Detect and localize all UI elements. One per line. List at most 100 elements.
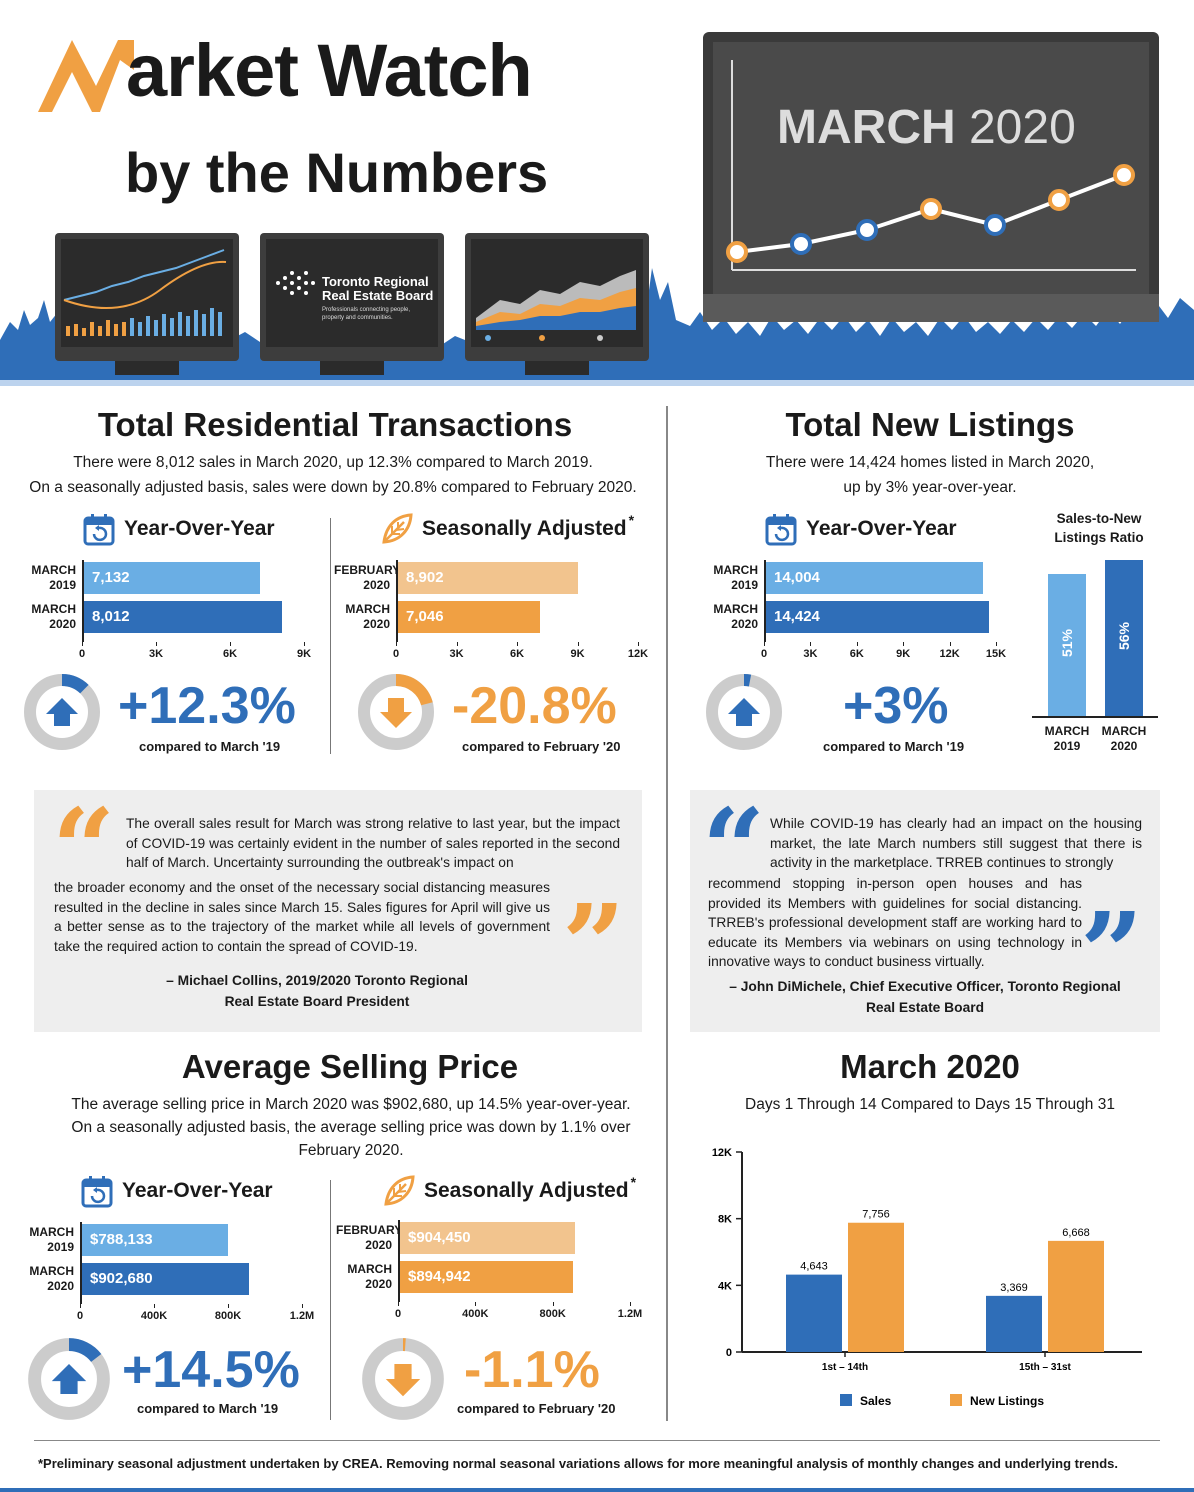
bar: 56% [1105, 560, 1143, 716]
bar: $894,942 [400, 1261, 574, 1293]
transactions-sa-label: Seasonally Adjusted [422, 517, 627, 540]
category-line: MARCH [713, 563, 758, 577]
listings-yoy-pct: +3% [843, 677, 949, 735]
bar-category-label: MARCH 2019 [18, 1225, 74, 1255]
footnote-marker: * [628, 512, 635, 528]
x-axis-tick-label: 1.2M [617, 1308, 643, 1320]
price-sa-pct: -1.1% [464, 1341, 600, 1399]
halves-chart-svg: 0 4K 8K 12K 4,643 7,756 1st – 14th 3,369 6,668 15… [712, 1147, 1142, 1408]
arrow-up-icon [51, 1363, 87, 1395]
bar-value-label: 6,668 [1062, 1227, 1090, 1239]
transactions-sa-chart: FEBRUARY 2020 8,902 MARCH 2020 7,046 0 3K 6K 9K 12… [334, 560, 654, 670]
ratio-chart: 51% MARCH 2019 56% MARCH 2020 [1032, 556, 1162, 756]
price-yoy-pct: +14.5% [122, 1341, 300, 1399]
x-axis-tick-mark [80, 1304, 81, 1308]
listings-yoy-label: Year-Over-Year [806, 517, 957, 540]
transactions-yoy-pct: +12.3% [118, 677, 296, 735]
quote-box-dimichele: “ ” While COVID-19 has clearly had an im… [690, 790, 1160, 1032]
x-axis-category-label: 15th – 31st [1019, 1362, 1071, 1373]
x-axis-tick-label: 9K [570, 648, 585, 660]
bar [986, 1295, 1042, 1352]
category-line: 2020 [47, 1279, 74, 1293]
x-axis-tick-mark [396, 642, 397, 646]
price-yoy-chart: MARCH 2019 $788,133 MARCH 2020 $902,680 0 400K 8… [18, 1222, 318, 1332]
transactions-desc-1: There were 8,012 sales in March 2020, up… [73, 454, 593, 471]
price-yoy-label: Year-Over-Year [122, 1179, 273, 1202]
x-axis-tick-label: 12K [939, 648, 960, 660]
category-line: MARCH [345, 602, 390, 616]
arrow-up-icon [728, 698, 760, 726]
price-sa-donut [362, 1338, 444, 1420]
bar-category-label: FEBRUARY 2020 [334, 563, 400, 593]
legend-label: New Listings [970, 1394, 1044, 1408]
bar [848, 1222, 904, 1352]
leaf-icon [382, 513, 413, 544]
board-name-line2: Real Estate Board [322, 288, 434, 303]
donut-fill-arc [358, 674, 434, 750]
x-axis-tick-mark [475, 1302, 477, 1306]
category-line: MARCH [29, 1264, 74, 1278]
x-axis-tick-mark [630, 1302, 631, 1306]
bar-category-label: MARCH 2019 [20, 563, 76, 593]
bar-category-label: MARCH 2020 [334, 602, 390, 632]
x-axis-tick-mark [156, 642, 157, 646]
bar: 7,132 [84, 562, 260, 594]
quote-dimichele-text-b: recommend stopping in-person open houses… [708, 876, 1082, 970]
arrow-down-icon [380, 698, 412, 728]
y-axis-line [80, 1222, 82, 1304]
price-sa-label: Seasonally Adjusted [424, 1179, 629, 1202]
listings-desc-2: up by 3% year-over-year. [843, 479, 1017, 496]
category-line: 2020 [731, 617, 758, 631]
x-axis-tick-mark [228, 1304, 229, 1308]
bar-category-label: MARCH 2020 [18, 1264, 74, 1294]
price-sa-chart: FEBRUARY 2020 $904,450 MARCH 2020 $894,942 0 40… [336, 1220, 646, 1330]
bar-category-label: FEBRUARY 2020 [336, 1223, 403, 1253]
quote-dimichele-text-a: While COVID-19 has clearly had an impact… [770, 816, 1142, 871]
bar: 8,902 [398, 562, 578, 594]
x-axis-line [1032, 716, 1158, 718]
category-line: 2019 [731, 578, 758, 592]
bar-category-label: 2020 [1110, 739, 1138, 753]
bar [786, 1274, 842, 1352]
x-axis-tick-label: 400K [462, 1308, 489, 1320]
x-axis-tick-label: 400K [140, 1310, 168, 1322]
page-title: arket Watch [126, 28, 533, 113]
category-line: MARCH [29, 1225, 74, 1239]
title-initial: M [40, 26, 41, 27]
x-axis-tick-label: 800K [214, 1310, 242, 1322]
footer-rule [34, 1440, 1160, 1441]
x-axis-tick-mark [304, 642, 305, 646]
halves-desc: Days 1 Through 14 Compared to Days 15 Th… [745, 1096, 1115, 1113]
x-axis-tick-mark [856, 642, 858, 646]
close-quote-icon: ” [562, 880, 626, 1009]
open-quote-icon: “ [702, 784, 766, 913]
month-text: MARCH [777, 101, 956, 154]
donut-fill-arc [362, 1338, 444, 1420]
x-axis-tick-label: 0 [760, 648, 768, 660]
listings-yoy-chart: MARCH 2019 14,004 MARCH 2020 14,424 0 3K 6K 9K 12K… [702, 560, 1012, 670]
category-line: FEBRUARY [336, 1223, 403, 1237]
y-axis-tick-label: 12K [712, 1147, 732, 1159]
price-sa-cmp: compared to February '20 [457, 1401, 616, 1416]
x-axis-tick-label: 15K [985, 648, 1007, 660]
category-line: 2020 [363, 578, 390, 592]
x-axis-tick-mark [996, 642, 997, 646]
bar-category-label: MARCH 2020 [336, 1262, 392, 1292]
legend-swatch [950, 1394, 962, 1406]
transactions-yoy-heading: Year-Over-Year [82, 512, 275, 546]
vertical-divider-bottom [330, 1180, 331, 1420]
y-axis-tick-label: 8K [718, 1214, 732, 1226]
x-axis-tick-label: 3K [803, 648, 818, 660]
halves-chart: 0 4K 8K 12K 4,643 7,756 1st – 14th 3,369 6,668 15… [700, 1140, 1170, 1420]
bar: 8,012 [84, 601, 282, 633]
category-line: MARCH [347, 1262, 392, 1276]
x-axis-tick-mark [517, 642, 518, 646]
category-line: 2020 [365, 1238, 392, 1252]
y-axis-line [764, 560, 766, 642]
x-axis-tick-label: 3K [449, 648, 464, 660]
transactions-sa-heading: Seasonally Adjusted * [380, 512, 634, 546]
x-axis-tick-mark [903, 642, 905, 646]
skyline-illustration [0, 32, 1194, 386]
quote-collins-author-1: – Michael Collins, 2019/2020 Toronto Reg… [166, 973, 468, 988]
transactions-desc-2: On a seasonally adjusted basis, sales we… [29, 479, 637, 496]
